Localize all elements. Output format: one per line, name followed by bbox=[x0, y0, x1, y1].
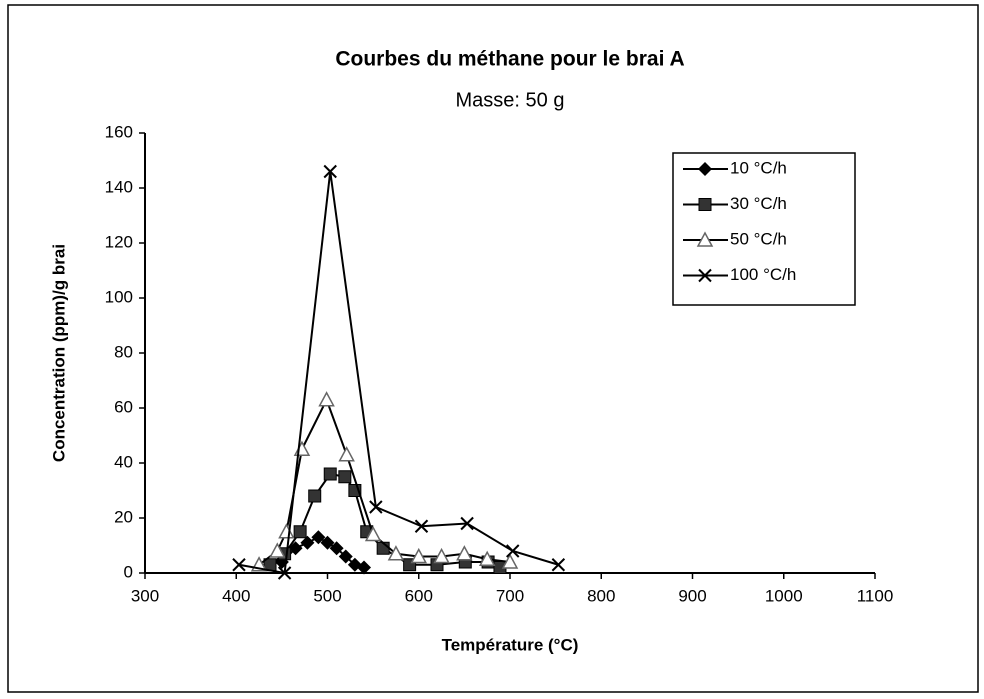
marker bbox=[232, 558, 246, 572]
x-tick-label: 400 bbox=[222, 586, 250, 605]
marker bbox=[323, 467, 337, 481]
marker bbox=[338, 446, 355, 462]
marker bbox=[364, 525, 382, 542]
marker bbox=[269, 542, 286, 558]
legend-label: 50 °C/h bbox=[730, 229, 787, 248]
marker bbox=[300, 535, 315, 550]
legend-label: 10 °C/h bbox=[730, 158, 787, 177]
legend-marker bbox=[698, 162, 712, 176]
marker bbox=[456, 545, 473, 561]
y-tick-label: 80 bbox=[114, 342, 133, 361]
y-tick-label: 20 bbox=[114, 507, 133, 526]
chart-frame bbox=[7, 4, 979, 693]
marker bbox=[369, 500, 383, 514]
marker bbox=[357, 560, 371, 575]
marker bbox=[387, 545, 405, 561]
x-tick-label: 600 bbox=[405, 586, 433, 605]
y-tick-label: 0 bbox=[124, 562, 133, 581]
marker bbox=[460, 516, 474, 531]
marker bbox=[551, 558, 566, 572]
marker bbox=[501, 553, 519, 569]
marker bbox=[311, 530, 326, 545]
marker bbox=[410, 547, 428, 564]
marker bbox=[277, 566, 292, 580]
marker bbox=[414, 519, 429, 533]
x-axis-label: Température (°C) bbox=[442, 635, 579, 654]
legend-box bbox=[672, 152, 856, 306]
x-tick-label: 900 bbox=[678, 586, 706, 605]
marker bbox=[308, 489, 322, 503]
marker bbox=[338, 549, 353, 564]
chart-title: Courbes du méthane pour le brai A bbox=[335, 48, 684, 71]
legend-label: 30 °C/h bbox=[730, 194, 787, 213]
x-tick-label: 1100 bbox=[857, 586, 894, 605]
chart-subtitle: Masse: 50 g bbox=[456, 89, 565, 111]
marker bbox=[320, 535, 335, 550]
marker bbox=[338, 470, 352, 484]
marker bbox=[478, 550, 496, 566]
series-line bbox=[238, 171, 559, 575]
legend-marker bbox=[696, 231, 714, 247]
x-tick-label: 500 bbox=[313, 586, 341, 605]
legend-marker bbox=[698, 268, 712, 283]
marker bbox=[293, 525, 307, 539]
legend-label: 100 °C/h bbox=[730, 265, 796, 284]
marker bbox=[506, 544, 520, 558]
x-tick-label: 300 bbox=[131, 586, 159, 605]
marker bbox=[318, 391, 335, 407]
y-tick-label: 160 bbox=[105, 122, 133, 141]
y-tick-label: 120 bbox=[105, 232, 133, 251]
marker bbox=[433, 547, 450, 564]
y-tick-label: 100 bbox=[105, 287, 133, 306]
y-tick-label: 60 bbox=[114, 397, 133, 416]
marker bbox=[323, 164, 337, 179]
y-tick-label: 40 bbox=[114, 452, 133, 471]
x-tick-label: 800 bbox=[587, 586, 615, 605]
y-axis-label: Concentration (ppm)/g brai bbox=[49, 244, 68, 462]
x-tick-label: 1000 bbox=[765, 586, 803, 605]
x-tick-label: 700 bbox=[496, 586, 524, 605]
marker bbox=[329, 541, 344, 556]
y-tick-label: 140 bbox=[105, 177, 133, 196]
legend-marker bbox=[698, 198, 712, 211]
